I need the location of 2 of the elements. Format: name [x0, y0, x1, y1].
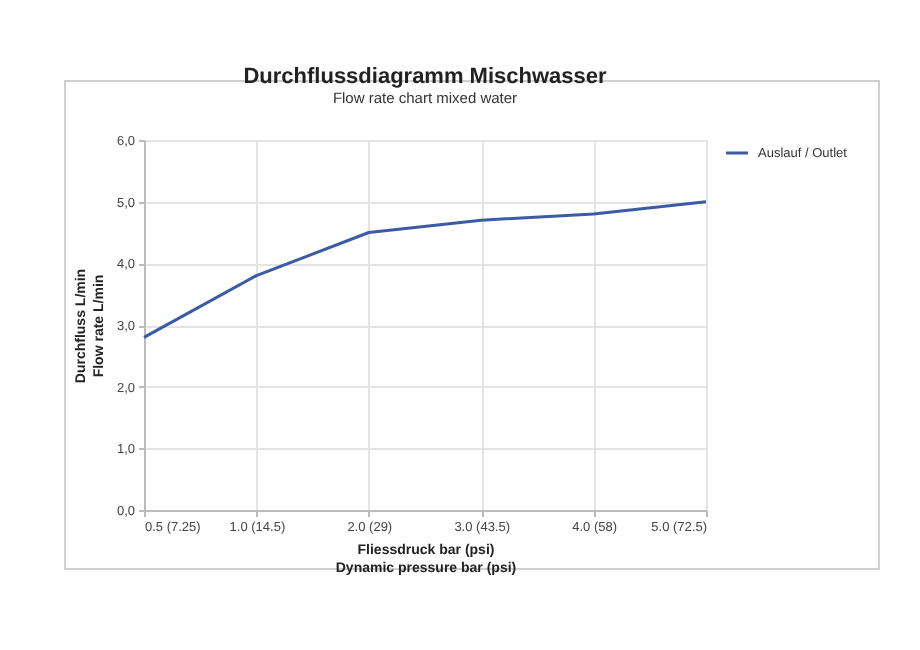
line-series [142, 200, 708, 339]
chart-title: Durchflussdiagramm Mischwasser [243, 65, 608, 89]
